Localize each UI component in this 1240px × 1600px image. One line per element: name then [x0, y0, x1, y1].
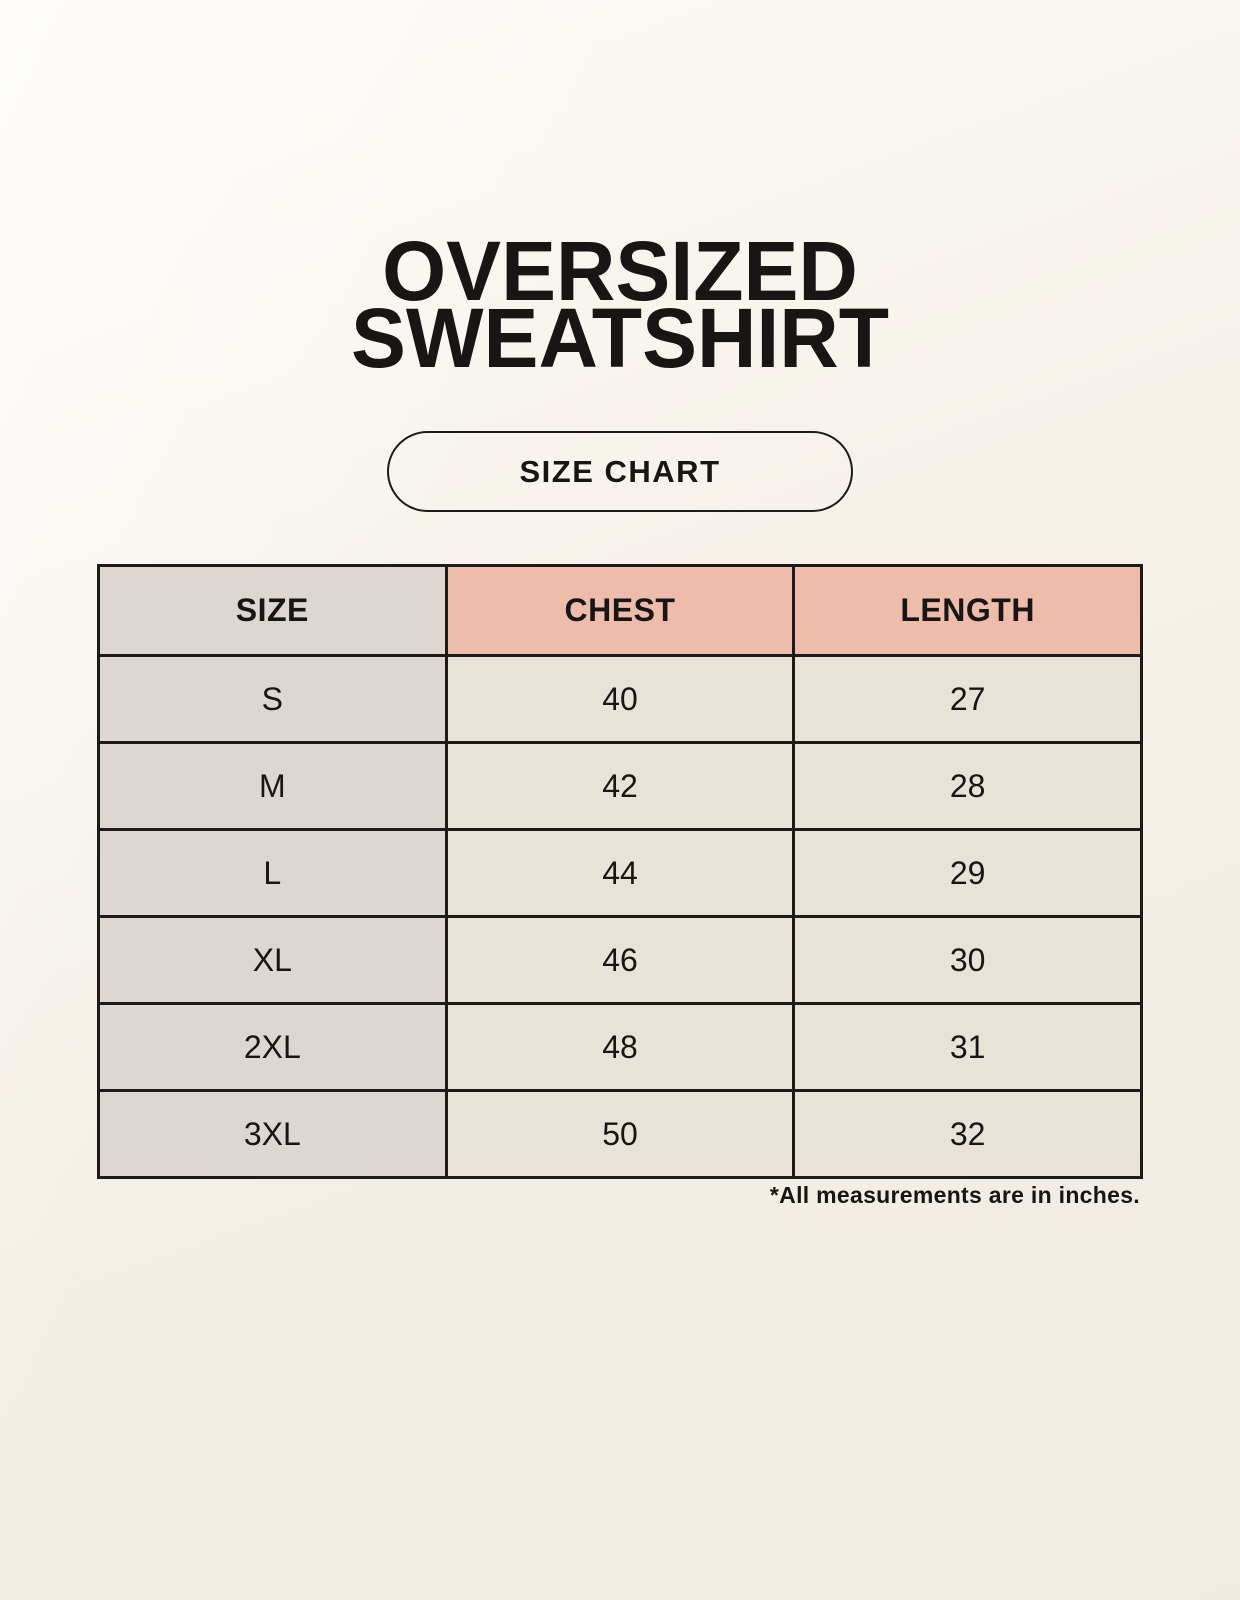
table-row: M 42 28 — [97, 741, 1143, 831]
size-label: M — [97, 741, 448, 831]
size-chart-button[interactable]: SIZE CHART — [387, 431, 853, 512]
length-value: 32 — [792, 1089, 1143, 1179]
column-header-chest: CHEST — [444, 564, 796, 657]
page-title: OVERSIZED SWEATSHIRT — [12, 224, 1227, 386]
chest-value: 42 — [444, 741, 796, 831]
length-value: 30 — [792, 915, 1143, 1005]
column-header-size: SIZE — [97, 564, 448, 657]
size-chart-table: SIZE CHEST LENGTH S 40 27 M 42 28 L 44 2… — [97, 564, 1143, 1179]
chest-value: 40 — [444, 654, 796, 744]
size-label: 3XL — [97, 1089, 448, 1179]
table-row: S 40 27 — [97, 654, 1143, 744]
chest-value: 50 — [444, 1089, 796, 1179]
table-row: 2XL 48 31 — [97, 1002, 1143, 1092]
size-label: L — [97, 828, 448, 918]
size-label: XL — [97, 915, 448, 1005]
size-label: 2XL — [97, 1002, 448, 1092]
chest-value: 46 — [444, 915, 796, 1005]
length-value: 31 — [792, 1002, 1143, 1092]
chest-value: 48 — [444, 1002, 796, 1092]
length-value: 27 — [792, 654, 1143, 744]
size-label: S — [97, 654, 448, 744]
length-value: 29 — [792, 828, 1143, 918]
table-row: L 44 29 — [97, 828, 1143, 918]
page-title-line-1: OVERSIZED — [382, 224, 858, 318]
chest-value: 44 — [444, 828, 796, 918]
column-header-length: LENGTH — [792, 564, 1143, 657]
table-row: 3XL 50 32 — [97, 1089, 1143, 1179]
table-row: XL 46 30 — [97, 915, 1143, 1005]
page-title-line-2: SWEATSHIRT — [350, 291, 890, 386]
measurements-footnote: *All measurements are in inches. — [769, 1182, 1140, 1208]
table-header-row: SIZE CHEST LENGTH — [97, 564, 1143, 657]
size-chart-button-label: SIZE CHART — [519, 453, 721, 489]
length-value: 28 — [792, 741, 1143, 831]
